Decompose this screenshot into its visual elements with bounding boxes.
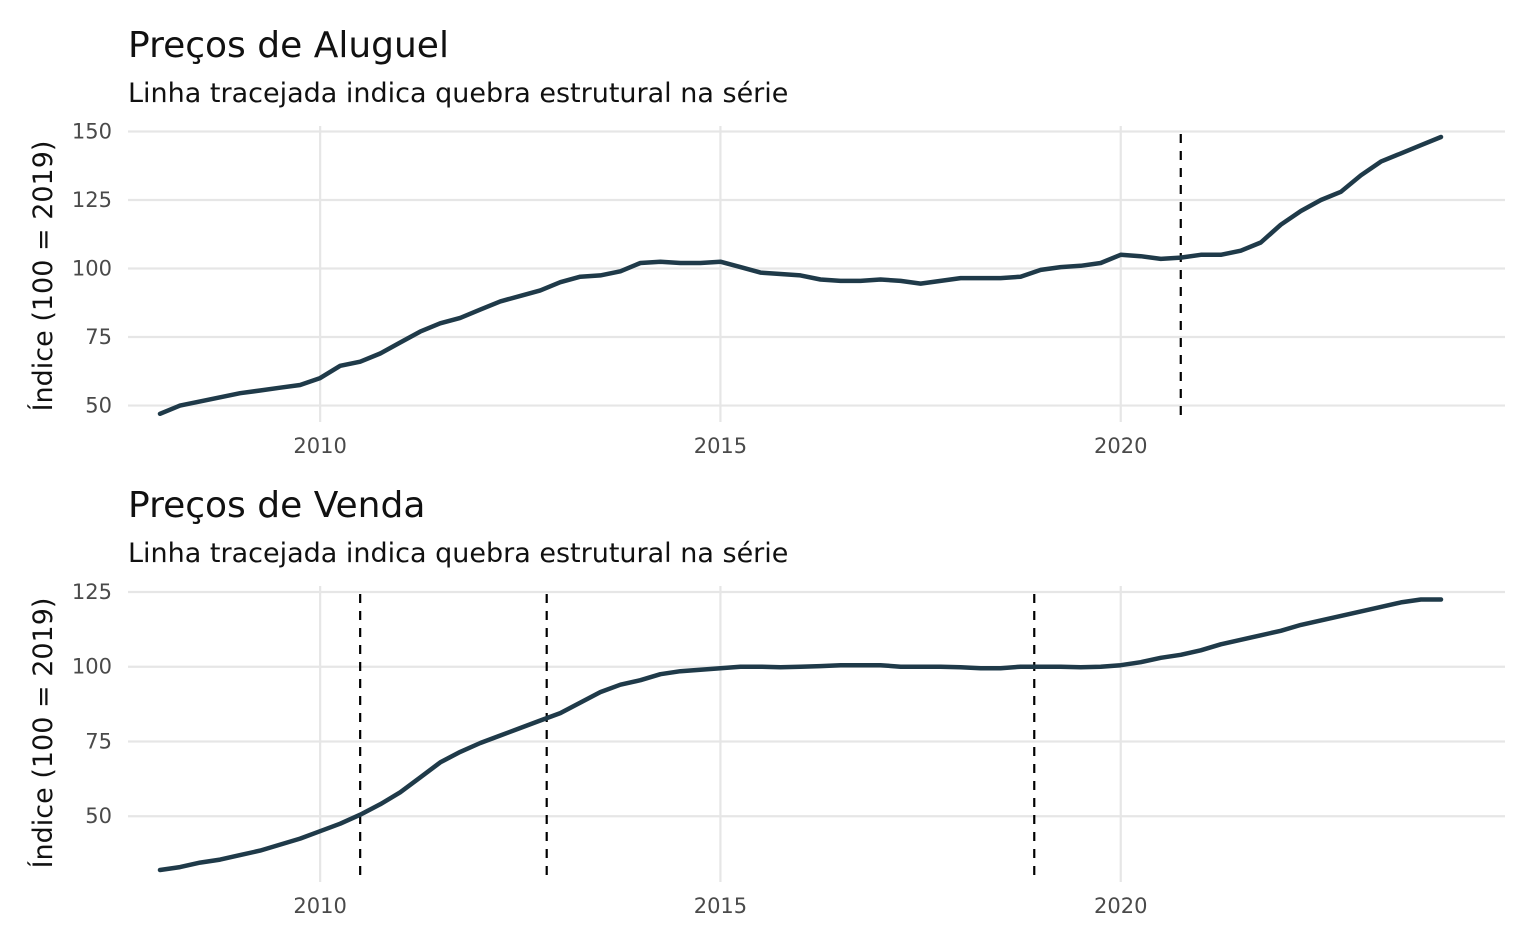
sale-y-tick-label: 125 — [72, 580, 112, 604]
rent-price-index-line — [157, 134, 1444, 417]
rent-tick-labels: 50 75 100 125 150 2010 2015 2020 — [72, 119, 1148, 458]
rent-prices-panel: Preços de Aluguel Linha tracejada indica… — [27, 25, 1505, 458]
rent-gridlines — [128, 126, 1505, 422]
rent-x-tick-label: 2010 — [293, 434, 346, 458]
rent-y-axis-label: Índice (100 = 2019) — [27, 141, 59, 412]
sale-chart-subtitle: Linha tracejada indica quebra estrutural… — [128, 538, 788, 569]
sale-structural-breaks — [359, 594, 1036, 882]
sale-y-tick-label: 100 — [72, 655, 112, 679]
rent-chart-title: Preços de Aluguel — [128, 25, 449, 66]
sale-prices-panel: Preços de Venda Linha tracejada indica q… — [27, 485, 1505, 918]
sale-series — [157, 597, 1444, 873]
sale-y-axis-label: Índice (100 = 2019) — [27, 598, 59, 869]
rent-y-tick-label: 125 — [72, 188, 112, 212]
sale-x-tick-label: 2015 — [694, 894, 747, 918]
rent-y-tick-label: 100 — [72, 257, 112, 281]
rent-y-tick-label: 50 — [85, 394, 112, 418]
sale-y-tick-label: 75 — [85, 729, 112, 753]
sale-price-index-line — [157, 597, 1444, 873]
sale-chart-title: Preços de Venda — [128, 485, 425, 526]
sale-x-tick-label: 2010 — [293, 894, 346, 918]
rent-x-tick-label: 2015 — [694, 434, 747, 458]
rent-chart-subtitle: Linha tracejada indica quebra estrutural… — [128, 78, 788, 109]
rent-y-tick-label: 75 — [85, 325, 112, 349]
rent-x-tick-label: 2020 — [1094, 434, 1147, 458]
sale-x-tick-label: 2020 — [1094, 894, 1147, 918]
rent-series — [157, 134, 1444, 417]
sale-y-tick-label: 50 — [85, 804, 112, 828]
sale-tick-labels: 50 75 100 125 2010 2015 2020 — [72, 580, 1148, 918]
rent-y-tick-label: 150 — [72, 119, 112, 143]
